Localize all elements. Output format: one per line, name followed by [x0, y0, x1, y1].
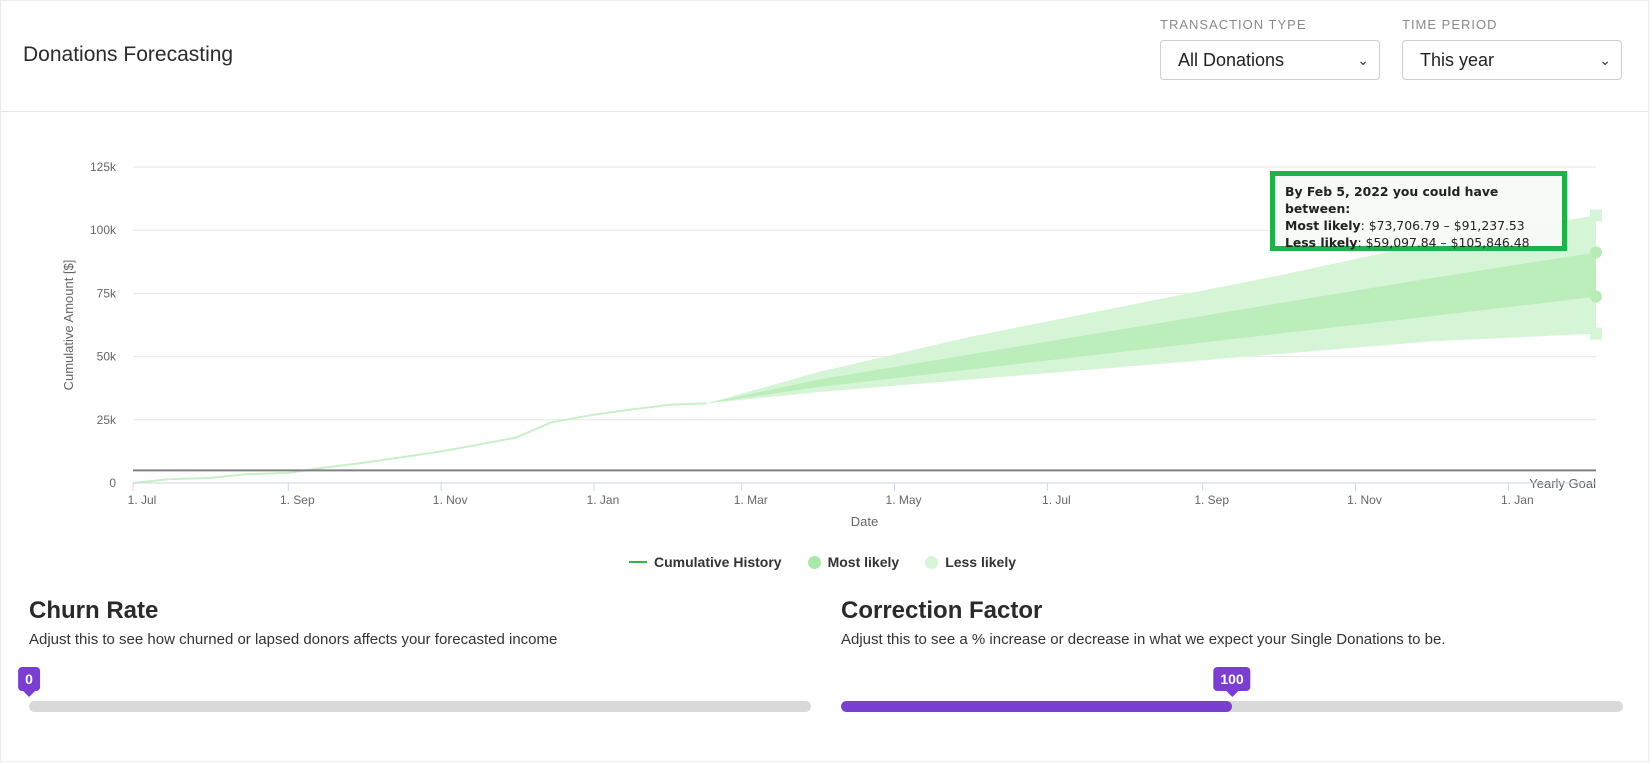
x-tick-label: 1. Sep [1194, 493, 1229, 507]
legend-item-most-likely[interactable]: Most likely [807, 554, 900, 570]
correction-slider[interactable] [841, 701, 1623, 712]
legend-item-cumulative[interactable]: Cumulative History [629, 554, 782, 570]
x-tick-label: 1. Mar [734, 493, 768, 507]
correction-slider-fill [841, 701, 1232, 712]
tooltip-heading: By Feb 5, 2022 you could have between: [1285, 184, 1499, 216]
correction-panel: Correction Factor Adjust this to see a %… [841, 597, 1623, 648]
churn-slider[interactable] [29, 701, 811, 712]
correction-slider-handle[interactable]: 100 [1213, 667, 1251, 697]
x-tick-label: 1. Sep [280, 493, 315, 507]
churn-description: Adjust this to see how churned or lapsed… [29, 631, 558, 648]
less-likely-high-marker [1590, 209, 1602, 222]
x-tick-label: 1. Nov [1347, 493, 1382, 507]
correction-title: Correction Factor [841, 597, 1043, 624]
chart-legend: Cumulative History Most likely Less like… [629, 554, 1016, 570]
dot-legend-icon [925, 555, 939, 569]
x-tick-label: 1. Jan [1501, 493, 1534, 507]
line-legend-icon [629, 561, 647, 563]
y-axis-title: Cumulative Amount [$] [61, 260, 76, 391]
page-title: Donations Forecasting [23, 43, 234, 66]
x-tick-label: 1. May [886, 493, 922, 507]
dot-legend-icon [807, 555, 821, 569]
card-header: Donations Forecasting TRANSACTION TYPE A… [1, 1, 1648, 112]
y-tick-label: 50k [97, 350, 117, 364]
tooltip-most-likely-label: Most likely [1285, 218, 1361, 233]
x-tick-label: 1. Jan [587, 493, 620, 507]
time-period-select[interactable]: This year ⌄ [1402, 40, 1622, 80]
x-tick-label: 1. Jul [128, 493, 157, 507]
chevron-down-icon: ⌄ [1357, 52, 1369, 68]
churn-panel: Churn Rate Adjust this to see how churne… [29, 597, 811, 648]
transaction-type-label: TRANSACTION TYPE [1160, 17, 1307, 32]
chart-tooltip: By Feb 5, 2022 you could have between: M… [1270, 171, 1567, 251]
y-tick-label: 25k [97, 413, 117, 427]
legend-label: Cumulative History [654, 554, 782, 570]
legend-item-less-likely[interactable]: Less likely [925, 554, 1016, 570]
chart-markers [1590, 209, 1602, 340]
transaction-type-value: All Donations [1178, 50, 1285, 70]
correction-description: Adjust this to see a % increase or decre… [841, 631, 1446, 648]
time-period-label: TIME PERIOD [1402, 17, 1498, 32]
most-likely-low-marker [1590, 290, 1602, 303]
most-likely-band [706, 252, 1596, 404]
time-period-value: This year [1420, 50, 1495, 70]
x-tick-label: 1. Jul [1042, 493, 1071, 507]
y-tick-label: 75k [97, 286, 117, 300]
less-likely-low-marker [1590, 327, 1602, 340]
y-tick-label: 125k [90, 160, 117, 174]
chevron-down-icon: ⌄ [1599, 52, 1611, 68]
chart-axes: 0 25k 50k 75k 100k 125k 1. Jul 1. Sep 1. Nov 1. J… [90, 160, 1596, 507]
cumulative-history-line [132, 402, 707, 484]
chart-areas: Yearly Goal [132, 215, 1596, 491]
churn-slider-handle[interactable]: 0 [18, 667, 40, 697]
legend-label: Most likely [827, 554, 900, 570]
tooltip-less-likely-label: Less likely [1285, 235, 1358, 250]
transaction-type-select[interactable]: All Donations ⌄ [1160, 40, 1380, 80]
transaction-type-filter: TRANSACTION TYPE All Donations ⌄ [1160, 17, 1380, 80]
churn-title: Churn Rate [29, 597, 159, 624]
y-tick-label: 0 [109, 476, 116, 490]
most-likely-high-marker [1590, 246, 1602, 259]
time-period-filter: TIME PERIOD This year ⌄ [1402, 17, 1622, 80]
tooltip-less-likely-range: $59,097.84 – $105,846.48 [1365, 235, 1530, 250]
forecast-chart: Yearly Goal 0 25k 50k 75k 100k 125k 1. Jul 1. S… [61, 160, 1602, 529]
x-tick-label: 1. Nov [433, 493, 468, 507]
tooltip-most-likely-range: $73,706.79 – $91,237.53 [1368, 218, 1525, 233]
y-tick-label: 100k [90, 223, 117, 237]
less-likely-band [706, 215, 1596, 404]
x-axis-title: Date [851, 514, 878, 529]
legend-label: Less likely [945, 554, 1017, 570]
